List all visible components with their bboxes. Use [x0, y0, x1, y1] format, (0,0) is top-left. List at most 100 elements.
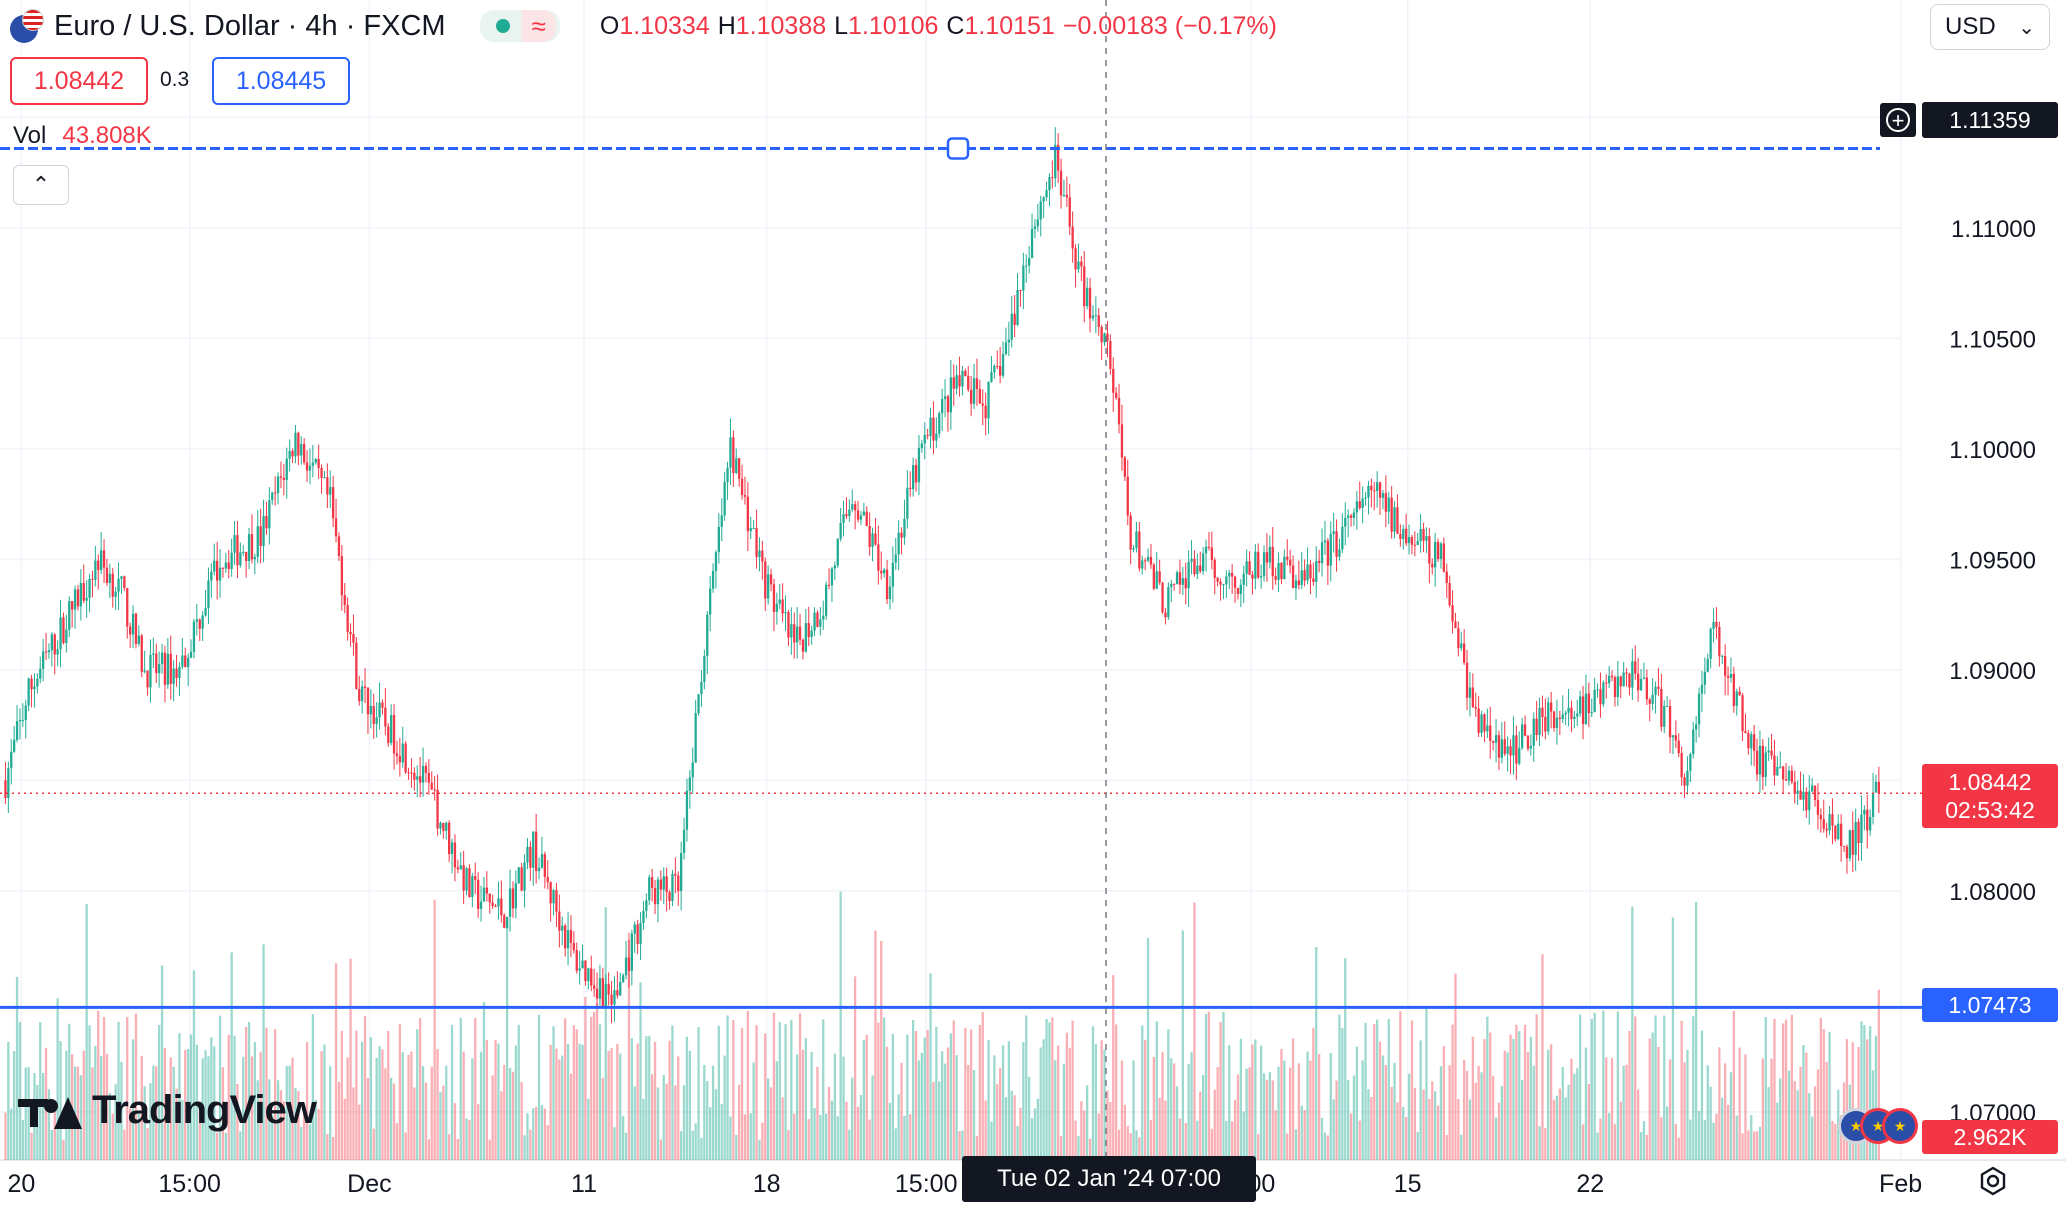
candle-body [1109, 341, 1112, 369]
candle-body [398, 756, 401, 763]
volume-bar [1233, 1099, 1237, 1160]
candle-body [564, 925, 567, 949]
candle-body [1170, 583, 1173, 588]
volume-bar [1851, 1042, 1854, 1160]
volume-bar [152, 1065, 155, 1160]
volume-bar [1576, 1068, 1579, 1160]
volume-bar [1613, 1124, 1617, 1160]
volume-bar [1439, 1066, 1443, 1160]
candle-body [462, 865, 465, 891]
candle-body [784, 612, 787, 614]
gear-icon[interactable] [1978, 1166, 2008, 1196]
volume-bar [871, 1075, 874, 1160]
candle-body [764, 561, 767, 599]
volume-bar [1097, 1113, 1100, 1160]
chevron-up-icon: ⌃ [31, 172, 51, 197]
volume-bar [1030, 1118, 1034, 1160]
volume-bar [697, 1027, 700, 1160]
candle-body [1741, 695, 1744, 732]
candle-body [1291, 565, 1295, 589]
volume-bar [1257, 1134, 1260, 1160]
candle-body [1300, 570, 1303, 585]
candle-body [239, 552, 242, 566]
volume-bar [546, 1125, 549, 1160]
volume-bar [1387, 1019, 1390, 1160]
candle-body [906, 487, 909, 519]
candle-body [1303, 570, 1306, 581]
candle-body [1871, 792, 1875, 817]
volume-bar [1523, 1024, 1527, 1160]
candle-body [314, 458, 317, 463]
candle-body [604, 984, 607, 1007]
candle-body [1086, 287, 1089, 307]
volume-bar [1605, 1057, 1608, 1160]
market-status[interactable]: ≈ [479, 10, 560, 42]
volume-bar [1834, 1123, 1837, 1160]
symbol-title[interactable]: Euro / U.S. Dollar · 4h · FXCM [54, 9, 446, 42]
candle-body [1434, 541, 1437, 568]
candle-body [410, 772, 413, 774]
volume-label: Vol [13, 122, 47, 149]
volume-bar [691, 1130, 694, 1160]
volume-bar [1239, 1038, 1242, 1160]
eu-flag-icon[interactable]: ★ [1882, 1108, 1918, 1144]
volume-bar [888, 1102, 892, 1160]
volume-bar [111, 1113, 114, 1160]
candle-body [900, 532, 903, 538]
volume-bar [1709, 1086, 1712, 1160]
volume-bar [1506, 1052, 1509, 1160]
volume-bar [1071, 1020, 1074, 1160]
candle-body [572, 942, 575, 951]
volume-bar [259, 1051, 262, 1160]
candle-body [392, 714, 396, 754]
volume-bar [158, 1025, 161, 1160]
sell-button[interactable]: 1.08442 [10, 57, 148, 105]
volume-bar [1315, 947, 1318, 1160]
volume-legend[interactable]: Vol 43.808K [13, 122, 152, 150]
candle-body [1842, 845, 1846, 847]
volume-bar [1628, 1030, 1631, 1160]
candle-body [651, 877, 654, 888]
candle-body [1637, 673, 1640, 691]
candle-body [56, 649, 59, 655]
candle-body [1030, 228, 1034, 259]
volume-bar [1840, 1115, 1843, 1160]
volume-bar [291, 1057, 294, 1160]
open-value: 1.10334 [619, 11, 710, 40]
candle-body [665, 876, 668, 893]
candle-body [216, 560, 219, 581]
candle-body [123, 576, 126, 589]
volume-bar [1138, 1137, 1141, 1160]
currency-select[interactable]: USD ⌄ [1930, 4, 2050, 50]
buy-button[interactable]: 1.08445 [212, 57, 350, 105]
candle-body [1593, 689, 1596, 713]
candle-body [978, 389, 981, 404]
candle-body [317, 458, 320, 468]
candle-body [247, 534, 251, 562]
candle-body [1283, 556, 1286, 580]
candle-body [885, 569, 889, 600]
time-axis-label: 15:00 [895, 1170, 958, 1198]
volume-bar [1642, 1121, 1646, 1160]
volume-bar [1381, 1055, 1385, 1160]
volume-bar [143, 1086, 146, 1160]
volume-bar [709, 1107, 712, 1160]
add-alert-button[interactable]: + [1880, 103, 1916, 137]
volume-bar [172, 1066, 175, 1160]
volume-bar [1813, 1086, 1817, 1160]
economic-events[interactable]: ★ ★ ★ [1838, 1108, 1918, 1144]
volume-bar [137, 1112, 140, 1160]
volume-bar [30, 1132, 33, 1160]
volume-bar [894, 1128, 897, 1160]
tradingview-logo[interactable]: TradingView [18, 1088, 317, 1133]
candle-body [1813, 785, 1817, 801]
volume-bar [233, 1035, 236, 1160]
volume-bar [537, 1014, 541, 1160]
candle-body [1431, 563, 1434, 568]
collapse-legend-button[interactable]: ⌃ [13, 165, 69, 205]
volume-bar [1199, 1091, 1202, 1160]
volume-bar [1816, 1069, 1820, 1160]
candle-body [1489, 725, 1492, 741]
